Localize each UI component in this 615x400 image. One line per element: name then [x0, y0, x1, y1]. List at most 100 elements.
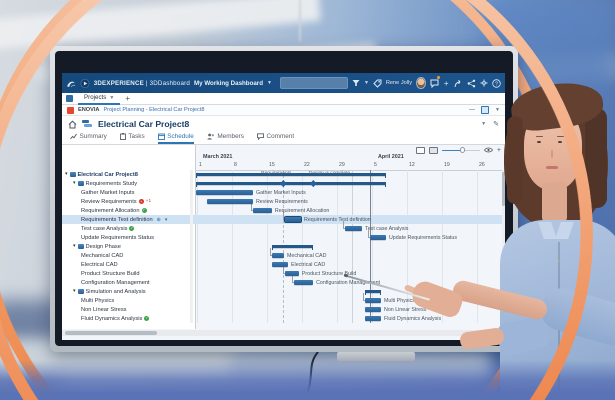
- help-icon[interactable]: ?: [492, 78, 501, 88]
- 3ds-logo: [67, 81, 76, 87]
- tab-summary[interactable]: Summary: [70, 133, 107, 145]
- dashboard-tab-strip: Projects ▼ +: [62, 93, 505, 105]
- expand-widget-icon[interactable]: [481, 106, 490, 114]
- avatar[interactable]: [416, 77, 426, 89]
- gantt-bar-requirements-study[interactable]: [195, 182, 386, 187]
- tab-projects[interactable]: Projects ▼: [78, 93, 121, 105]
- share-icon[interactable]: [454, 78, 463, 88]
- tree-row-product-structure-build[interactable]: Product Structure Build: [62, 269, 195, 278]
- tab-members[interactable]: Members: [207, 133, 244, 145]
- eye-icon[interactable]: [483, 147, 493, 153]
- tree-row-multi-physics[interactable]: Multi Physics: [62, 296, 195, 305]
- milestone-label: Design is complete: [308, 171, 351, 176]
- compass-icon[interactable]: [80, 78, 90, 88]
- task-label: Update Requirements Status: [81, 234, 155, 241]
- milestone-label: Requirements...: [261, 171, 296, 176]
- tag-icon[interactable]: [373, 78, 382, 88]
- task-label: Simulation and Analysis: [85, 288, 146, 295]
- tree-row-electrical-cad[interactable]: Electrical CAD: [62, 260, 195, 269]
- add-icon[interactable]: +: [443, 78, 449, 88]
- overdue-badge-icon: +: [138, 199, 144, 204]
- chart-icon: [70, 133, 77, 139]
- apps-icon[interactable]: [66, 95, 73, 102]
- gantt-bar-product-structure-build[interactable]: [284, 271, 299, 276]
- user-name[interactable]: Rene Jolly: [385, 80, 413, 86]
- gantt-bar-non-linear-stress[interactable]: [364, 307, 381, 312]
- expander-icon[interactable]: ▾: [73, 180, 76, 186]
- milestone-diamond[interactable]: [309, 180, 317, 187]
- settings-icon[interactable]: [480, 78, 488, 88]
- breadcrumb-app[interactable]: ENOVIA: [78, 107, 100, 113]
- expander-icon[interactable]: ▾: [73, 243, 76, 249]
- row-chevron-icon[interactable]: ▾: [164, 216, 168, 223]
- bar-label: Multi Physics: [384, 297, 415, 304]
- minimize-icon[interactable]: —: [469, 107, 476, 113]
- gantt-bar-requirements-test-definition[interactable]: [283, 216, 303, 223]
- dashboard-name[interactable]: My Working Dashboard: [194, 79, 263, 87]
- search-input[interactable]: [279, 77, 348, 89]
- gantt-bar-review-requirements[interactable]: [207, 199, 253, 204]
- gantt-bar-update-requirements-status[interactable]: [370, 235, 386, 240]
- tree-row-design-phase[interactable]: ▾ Design Phase: [62, 242, 195, 251]
- enovia-logo: [67, 106, 74, 114]
- home-icon[interactable]: [68, 120, 77, 129]
- soundbar: [337, 352, 415, 361]
- tab-chevron-icon[interactable]: ▼: [109, 94, 115, 101]
- zoom-slider[interactable]: [441, 147, 480, 153]
- fit-to-window-icon[interactable]: [415, 146, 425, 154]
- tab-tasks[interactable]: Tasks: [119, 132, 145, 145]
- fit-selection-icon[interactable]: [428, 146, 438, 154]
- gantt-bar-electrical-cad[interactable]: [271, 262, 288, 267]
- chevron-down-icon[interactable]: ▼: [267, 80, 272, 86]
- tree-row-review-requirements[interactable]: Review Requirements + +1: [62, 197, 195, 206]
- filter-icon[interactable]: [352, 78, 360, 88]
- tree-row-electrical-car-project8[interactable]: ▾ Electrical Car Project8: [62, 170, 195, 179]
- ceiling-beam: [0, 0, 321, 52]
- gantt-bar-design-phase[interactable]: [271, 245, 314, 250]
- horizontal-scrollbar[interactable]: [62, 330, 505, 336]
- phase-icon: [77, 289, 84, 294]
- expander-icon[interactable]: ▾: [73, 288, 76, 294]
- presenter-brow: [536, 136, 543, 138]
- tick-label: 29: [339, 162, 345, 168]
- tree-row-configuration-management[interactable]: Configuration Management: [62, 278, 195, 287]
- filter-chevron-icon[interactable]: ▼: [363, 80, 369, 86]
- expander-icon[interactable]: ▾: [65, 171, 68, 177]
- tree-row-requirements-test-definition[interactable]: Requirements Test definition ⊕ ▾: [62, 215, 195, 224]
- widget-chevron-icon[interactable]: ▼: [495, 107, 500, 113]
- tree-row-requirement-allocation[interactable]: Requirement Allocation ✓: [62, 206, 195, 215]
- comments-icon[interactable]: [430, 76, 440, 88]
- bar-label: Electrical CAD: [291, 261, 326, 268]
- add-subtask-icon[interactable]: ⊕: [156, 216, 161, 223]
- tree-row-mechanical-cad[interactable]: Mechanical CAD: [62, 251, 195, 260]
- bar-label: Gather Market Inputs: [255, 189, 306, 196]
- title-chevron-icon[interactable]: ▼: [481, 121, 487, 127]
- gantt-bar-simulation-and-analysis[interactable]: [364, 290, 382, 295]
- gantt-bar-test-case-analysis[interactable]: [345, 226, 363, 231]
- gantt-bar-multi-physics[interactable]: [364, 298, 381, 303]
- gantt-bar-configuration-management[interactable]: [293, 280, 314, 285]
- tab-schedule[interactable]: Schedule: [157, 133, 194, 144]
- tab-comment[interactable]: Comment: [257, 133, 294, 145]
- gantt-bar-gather-market-inputs[interactable]: [195, 190, 253, 195]
- tree-row-update-requirements-status[interactable]: Update Requirements Status: [62, 233, 195, 242]
- presenter-hair-right: [585, 108, 607, 208]
- tree-row-requirements-study[interactable]: ▾ Requirements Study: [62, 179, 195, 188]
- tree-row-gather-market-inputs[interactable]: Gather Market Inputs: [62, 188, 195, 197]
- network-share-icon[interactable]: [467, 78, 476, 88]
- gantt-bar-mechanical-cad[interactable]: [271, 253, 284, 258]
- gantt-bar-fluid-dynamics-analysis[interactable]: [364, 316, 381, 321]
- tree-scrollbar[interactable]: [190, 170, 193, 323]
- gantt-add-icon[interactable]: +: [496, 146, 501, 154]
- tree-row-test-case-analysis[interactable]: Test case Analysis ✓: [62, 224, 195, 233]
- breadcrumb-path[interactable]: Project Planning - Electrical Car Projec…: [103, 107, 205, 113]
- gantt-bar-requirement-allocation[interactable]: [252, 208, 272, 213]
- tree-row-non-linear-stress[interactable]: Non Linear Stress: [62, 305, 195, 314]
- bar-label: Review Requirements: [255, 198, 308, 205]
- add-tab-button[interactable]: +: [125, 94, 130, 103]
- tree-row-fluid-dynamics-analysis[interactable]: Fluid Dynamics Analysis ✓: [62, 314, 195, 323]
- tree-row-simulation-and-analysis[interactable]: ▾ Simulation and Analysis: [62, 287, 195, 296]
- edit-icon[interactable]: ✎: [493, 121, 499, 128]
- month-divider: [352, 170, 353, 323]
